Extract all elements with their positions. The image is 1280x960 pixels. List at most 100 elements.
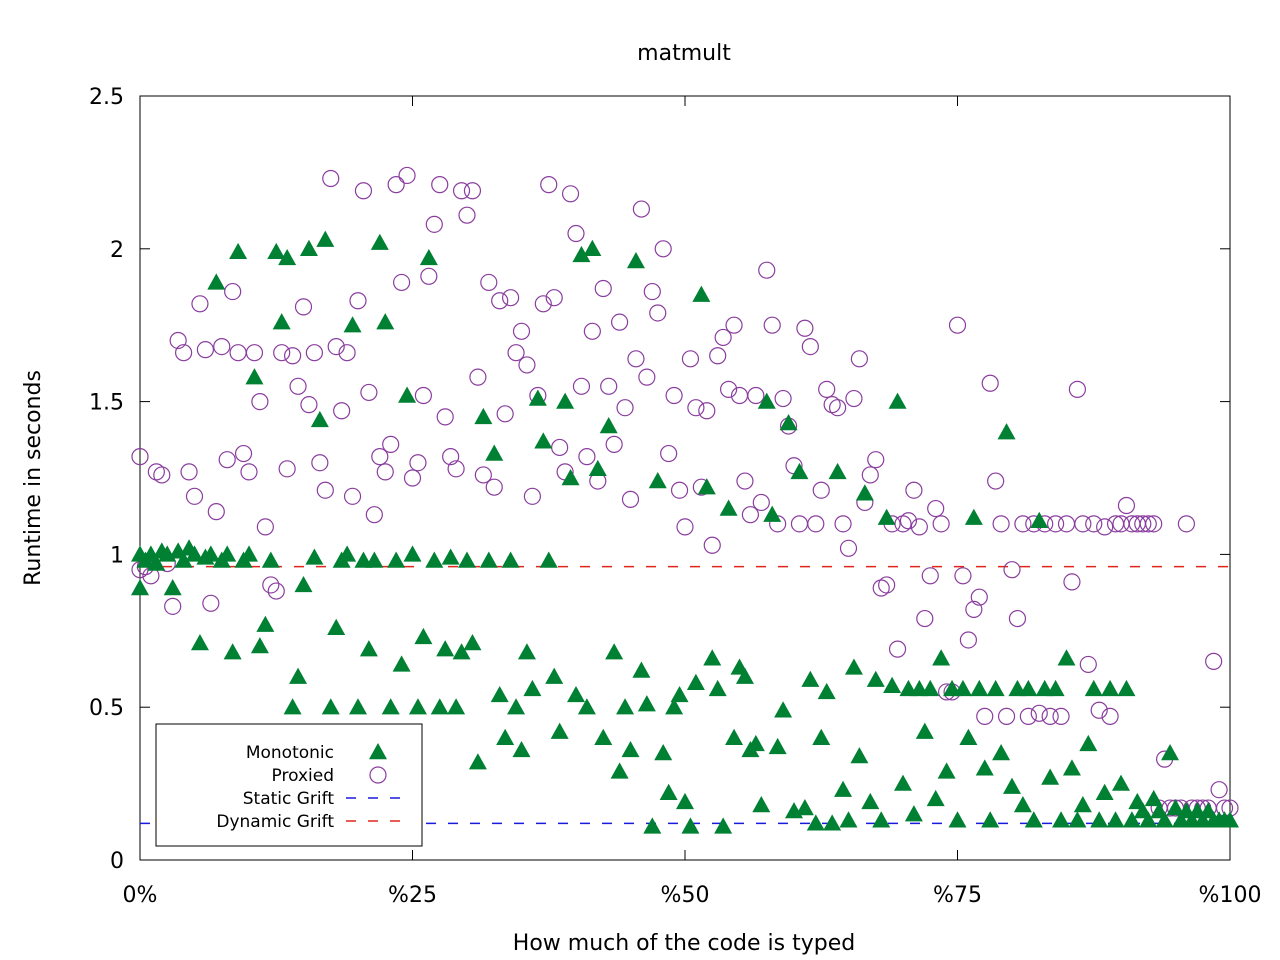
proxied-point	[561, 185, 580, 203]
monotonic-point	[1122, 811, 1141, 828]
proxied-point	[578, 448, 596, 466]
monotonic-point	[261, 551, 280, 568]
monotonic-point	[185, 545, 204, 562]
proxied-point	[1079, 655, 1097, 674]
proxied-point	[382, 435, 400, 453]
monotonic-point	[403, 545, 422, 562]
proxied-point	[213, 337, 231, 356]
proxied-point	[1041, 707, 1059, 725]
proxied-point	[741, 506, 760, 524]
monotonic-point	[267, 242, 286, 260]
monotonic-point	[1030, 511, 1049, 528]
proxied-point	[1134, 515, 1152, 533]
proxied-point	[540, 176, 558, 194]
monotonic-point	[588, 459, 607, 477]
legend-label: Monotonic	[246, 743, 334, 763]
monotonic-point	[1161, 744, 1180, 761]
proxied-point	[267, 582, 285, 600]
monotonic-point	[485, 444, 504, 461]
proxied-point	[1057, 515, 1076, 533]
proxied-point	[839, 539, 858, 557]
proxied-point	[442, 448, 460, 466]
monotonic-point	[250, 637, 269, 654]
monotonic-point	[981, 811, 1000, 828]
monotonic-point	[904, 805, 923, 822]
proxied-point	[670, 481, 689, 499]
monotonic-point	[223, 643, 242, 660]
monotonic-point	[523, 679, 542, 697]
proxied-point	[910, 518, 928, 536]
proxied-point	[474, 466, 492, 484]
monotonic-point	[365, 551, 384, 568]
monotonic-point	[763, 505, 782, 522]
proxied-point	[888, 640, 907, 658]
proxied-point	[725, 316, 743, 334]
monotonic-point	[665, 698, 684, 715]
monotonic-point	[163, 579, 182, 596]
monotonic-point	[616, 698, 635, 715]
monotonic-point	[626, 252, 645, 269]
proxied-point	[256, 518, 274, 536]
proxied-point	[180, 463, 198, 481]
proxied-point	[343, 487, 362, 505]
proxied-point	[834, 515, 852, 533]
y-tick-label: 1	[110, 543, 124, 568]
proxied-point	[338, 344, 356, 362]
proxied-point	[545, 289, 563, 307]
monotonic-point	[915, 722, 934, 739]
monotonic-point	[703, 649, 722, 666]
proxied-point	[365, 506, 383, 524]
legend-monotonic-marker	[369, 743, 387, 760]
proxied-point	[992, 515, 1010, 533]
proxied-point	[240, 463, 258, 481]
monotonic-point	[725, 728, 744, 745]
monotonic-point	[1052, 811, 1071, 828]
proxied-point	[899, 512, 918, 530]
proxied-point	[1052, 707, 1070, 725]
proxied-point	[905, 481, 923, 499]
proxied-point	[872, 579, 890, 597]
monotonic-point	[992, 744, 1011, 761]
monotonic-point	[1139, 811, 1158, 828]
monotonic-series	[131, 230, 1239, 834]
monotonic-point	[692, 285, 711, 302]
proxied-point	[709, 347, 727, 365]
monotonic-point	[921, 679, 940, 697]
monotonic-point	[289, 667, 308, 684]
monotonic-point	[398, 386, 417, 403]
monotonic-point	[463, 634, 482, 651]
proxied-point	[965, 600, 983, 619]
monotonic-point	[534, 432, 553, 449]
monotonic-point	[561, 469, 580, 486]
monotonic-point	[708, 679, 727, 697]
proxied-point	[1205, 652, 1223, 670]
proxied-point	[251, 393, 269, 411]
proxied-point	[234, 444, 253, 463]
proxied-point	[698, 402, 716, 420]
proxied-point	[502, 289, 520, 307]
proxied-point	[1145, 515, 1163, 533]
monotonic-point	[479, 551, 498, 568]
proxied-point	[1177, 515, 1196, 533]
monotonic-point	[496, 728, 515, 745]
proxied-point	[452, 182, 471, 200]
monotonic-point	[501, 551, 520, 568]
proxied-point	[551, 438, 569, 457]
proxied-point	[1101, 707, 1119, 725]
monotonic-point	[425, 551, 444, 568]
monotonic-point	[556, 392, 575, 409]
proxied-point	[736, 472, 754, 490]
monotonic-point	[272, 313, 291, 330]
proxied-point	[621, 490, 640, 508]
monotonic-point	[1117, 679, 1136, 697]
monotonic-point	[349, 698, 367, 715]
proxied-point	[747, 386, 765, 405]
monotonic-point	[686, 673, 705, 690]
y-tick-label: 2.5	[89, 85, 124, 110]
proxied-point	[262, 576, 280, 594]
monotonic-point	[953, 679, 972, 697]
proxied-point	[681, 350, 700, 368]
proxied-point	[458, 206, 476, 224]
monotonic-point	[844, 658, 863, 675]
proxied-point	[567, 224, 585, 243]
